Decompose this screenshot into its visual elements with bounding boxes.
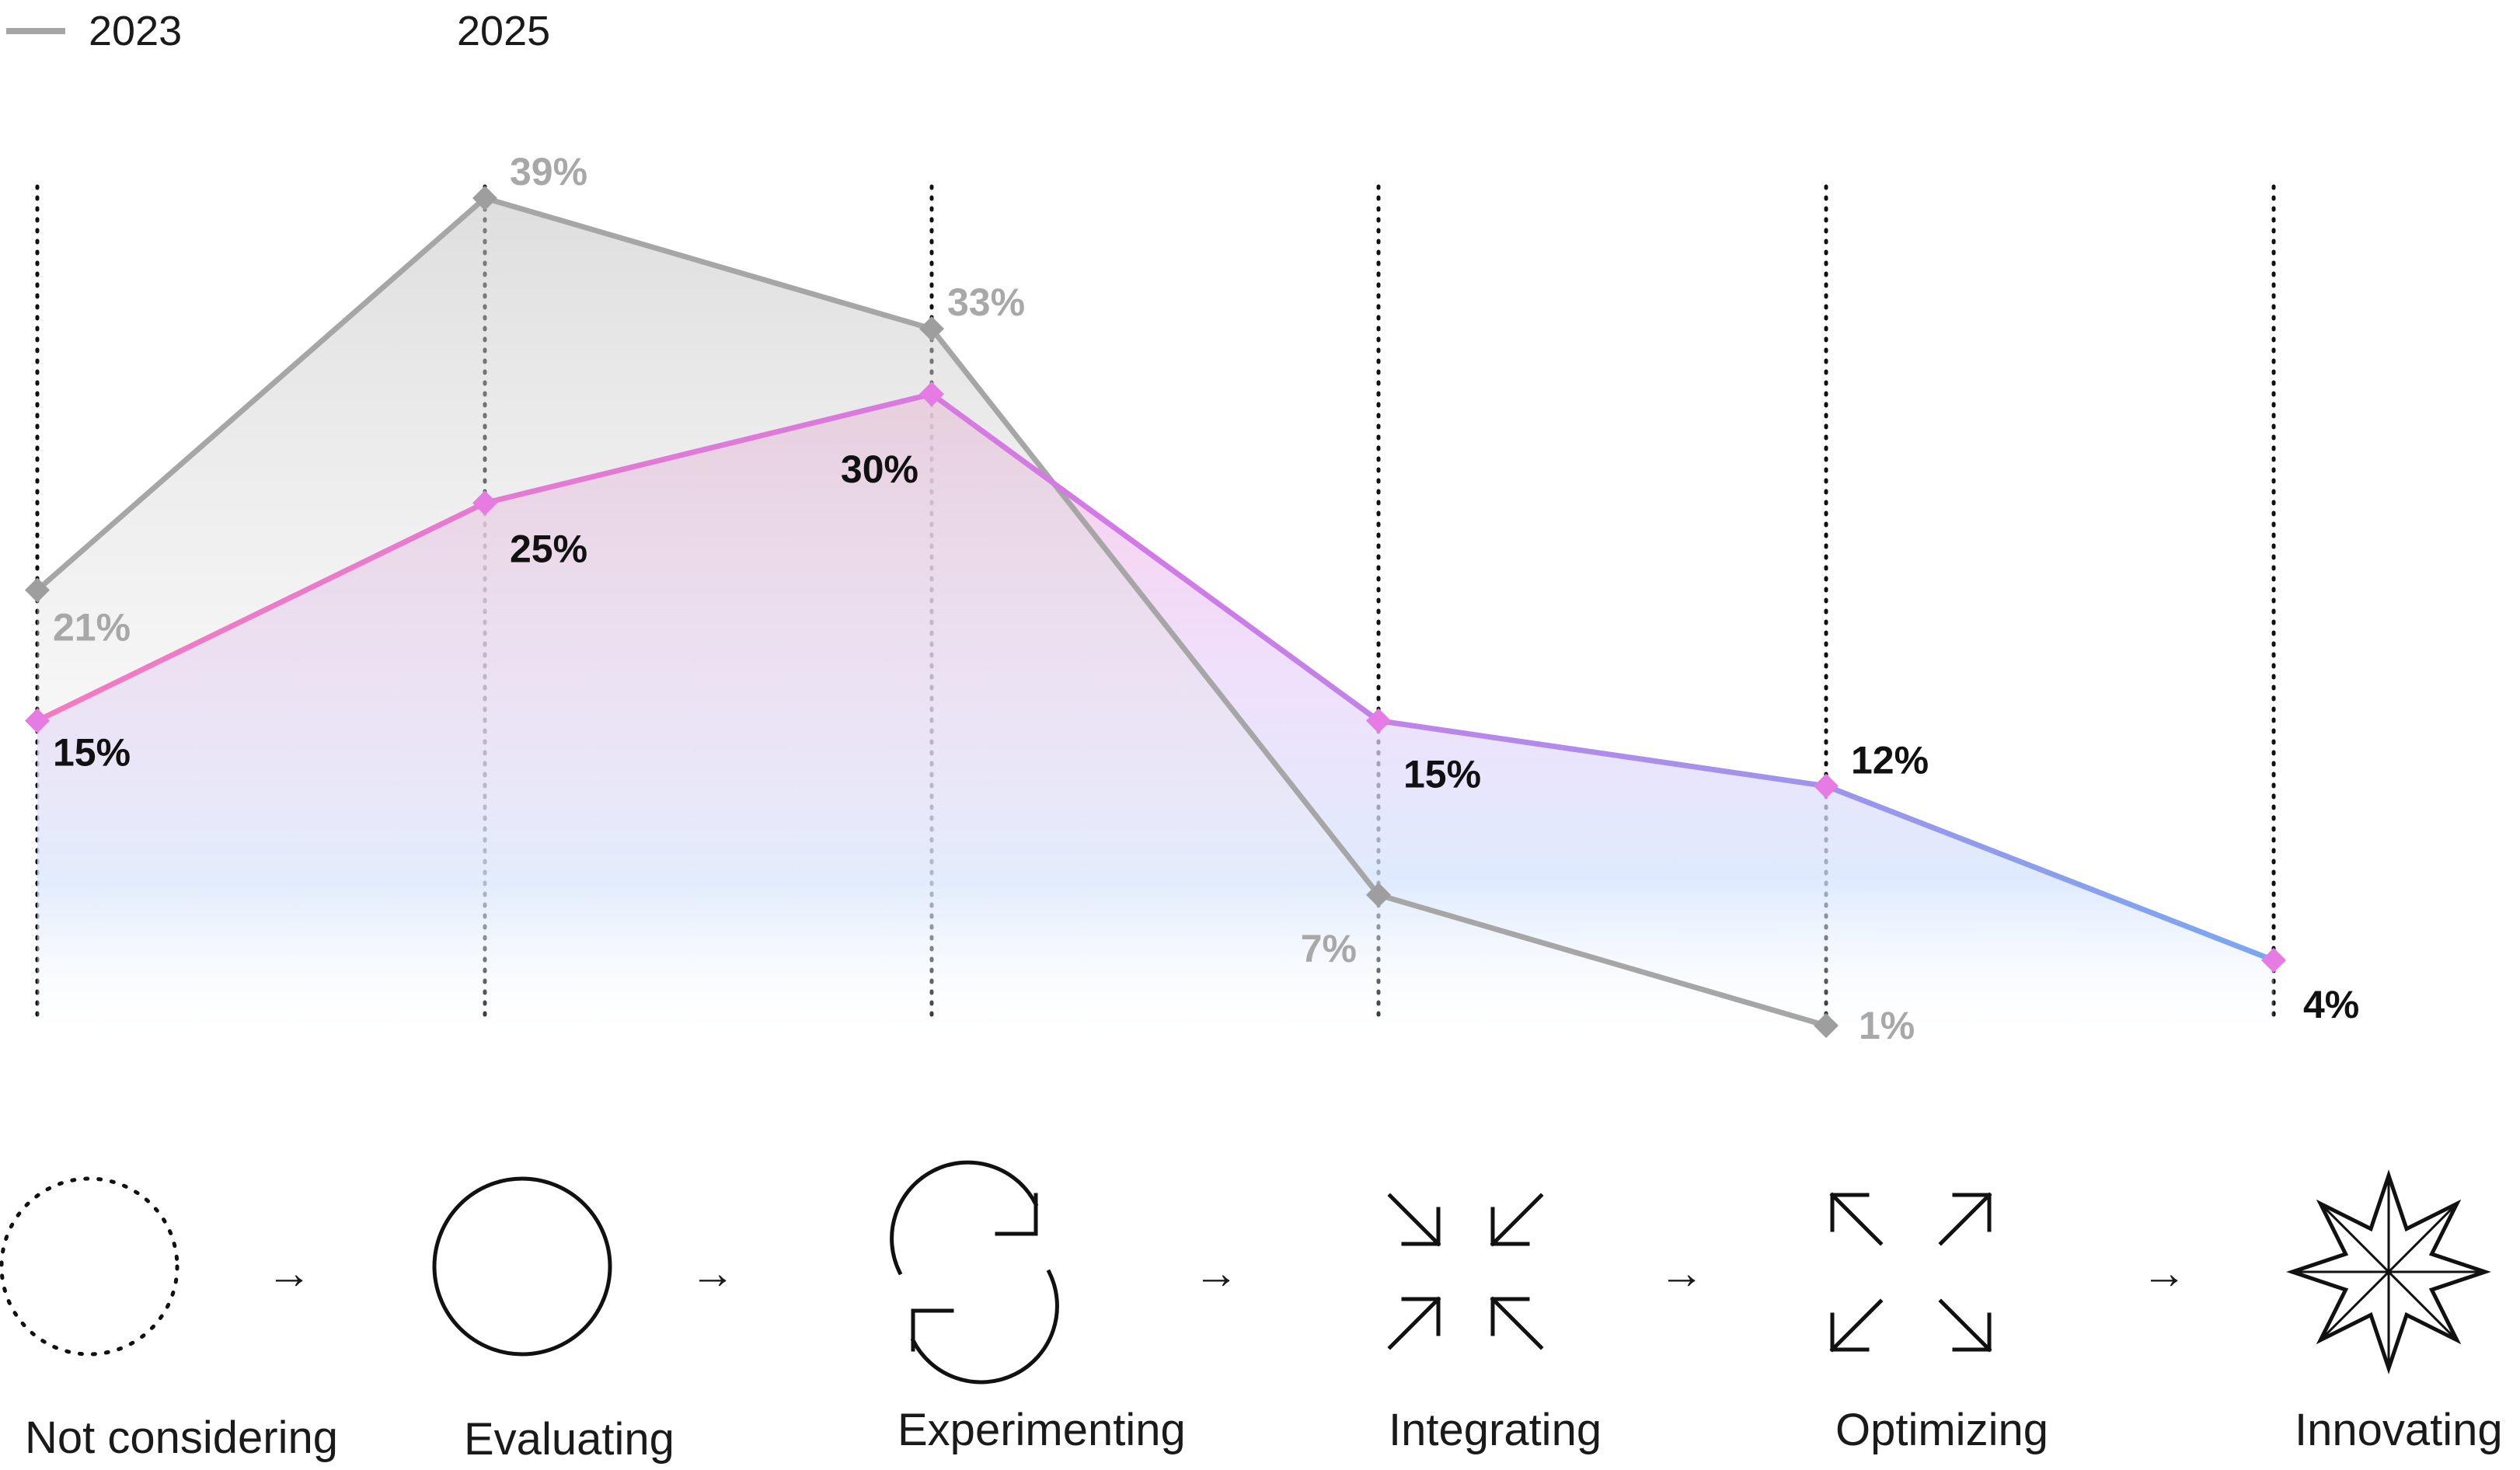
right-arrow-icon: → [267,1248,312,1298]
stage-label-0: Not considering [25,1413,338,1463]
area-2023 [37,198,1826,1047]
arrows-outward-icon [1829,1192,1992,1353]
circle-icon [432,1176,612,1357]
stage-icons [0,1160,2491,1385]
data-label-2023-2: 33% [947,280,1025,324]
stage-label-4: Optimizing [1835,1405,2048,1455]
legend: 2023 2025 [6,8,550,54]
right-arrow-icon: → [1659,1248,1704,1298]
right-arrow-icon: → [690,1248,735,1298]
arrows-inward-icon [1387,1193,1544,1350]
eight-point-star-icon [2286,1169,2491,1374]
marker-2023-3 [1366,882,1391,907]
series-areas [37,198,2274,1047]
data-label-2025-1: 25% [510,527,587,570]
right-arrow-icon: → [2142,1248,2187,1298]
marker-2025-1 [472,490,497,516]
data-label-2025-3: 15% [1403,753,1481,796]
data-label-2025-5: 4% [2303,983,2359,1026]
data-labels: 21% 39% 33% 7% 1% 15% 25% 30% 15% 12% 4% [53,150,2359,1047]
stage-label-1: Evaluating [464,1414,674,1465]
dotted-circle-icon [0,1176,180,1357]
data-label-2023-1: 39% [510,150,587,193]
series-markers [25,186,2286,1038]
star-spoke [2386,1202,2459,1274]
marker-2025-0 [25,708,50,733]
legend-label-2023: 2023 [89,8,182,54]
marker-2025-4 [1814,773,1839,799]
data-label-2025-0: 15% [53,731,131,775]
stage-label-2: Experimenting [898,1405,1186,1455]
stage-label-3: Integrating [1389,1405,1602,1455]
stage-arrows: → → → → → [267,1248,2187,1298]
data-label-2023-4: 1% [1859,1004,1915,1047]
star-spoke [2319,1202,2391,1274]
star-spoke [2319,1270,2391,1342]
star-spoke [2386,1270,2459,1342]
data-label-2025-2: 30% [841,448,918,491]
stage-label-5: Innovating [2295,1405,2503,1455]
line-2025 [36,391,2275,963]
marker-2023-1 [472,186,497,211]
right-arrow-icon: → [1194,1248,1239,1298]
marker-2023-0 [25,577,50,603]
marker-2023-2 [919,316,944,342]
marker-2025-2 [919,381,944,407]
marker-2025-3 [1366,708,1391,733]
data-label-2025-4: 12% [1851,739,1929,782]
legend-label-2025: 2025 [457,8,550,54]
marker-2023-4 [1814,1012,1839,1038]
data-label-2023-0: 21% [53,605,131,649]
data-label-2023-3: 7% [1301,927,1357,970]
marker-2025-5 [2261,947,2286,973]
refresh-cycle-icon [890,1160,1059,1385]
stage-labels: Not considering Evaluating Experimenting In… [25,1405,2503,1465]
